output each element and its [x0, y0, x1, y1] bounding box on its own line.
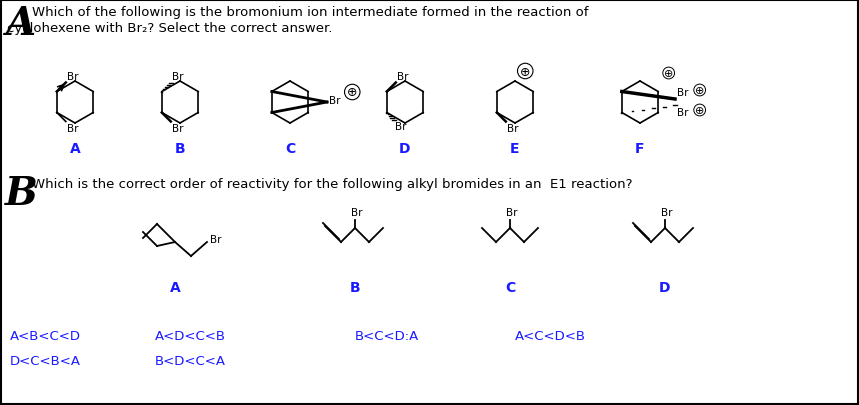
Text: ⊕: ⊕ — [695, 106, 704, 116]
Text: E: E — [510, 142, 520, 156]
Text: Which of the following is the bromonium ion intermediate formed in the reaction : Which of the following is the bromonium … — [32, 6, 588, 19]
Text: Which is the correct order of reactivity for the following alkyl bromides in an : Which is the correct order of reactivity… — [32, 177, 632, 190]
Text: cyclohexene with Br₂? Select the correct answer.: cyclohexene with Br₂? Select the correct… — [7, 22, 332, 35]
Text: C: C — [505, 280, 515, 294]
Text: A: A — [70, 142, 81, 156]
Text: Br: Br — [395, 121, 406, 131]
Text: A<B<C<D: A<B<C<D — [10, 329, 81, 342]
Text: Br: Br — [210, 234, 222, 244]
Text: D: D — [659, 280, 671, 294]
Text: B: B — [350, 280, 360, 294]
Text: B<D<C<A: B<D<C<A — [155, 354, 226, 367]
Text: Br: Br — [677, 108, 689, 118]
Text: ⊕: ⊕ — [520, 65, 531, 78]
Text: Br: Br — [397, 72, 408, 82]
Text: Br: Br — [507, 123, 518, 133]
Text: Br: Br — [506, 207, 517, 217]
Text: A: A — [169, 280, 180, 294]
Text: Br: Br — [172, 72, 183, 82]
Text: C: C — [285, 142, 295, 156]
Text: A<C<D<B: A<C<D<B — [515, 329, 586, 342]
Text: Br: Br — [329, 96, 340, 106]
Text: Br: Br — [351, 207, 362, 217]
Text: B: B — [174, 142, 186, 156]
Text: Br: Br — [172, 123, 183, 133]
Text: D<C<B<A: D<C<B<A — [10, 354, 81, 367]
Text: B: B — [5, 175, 38, 213]
Text: ⊕: ⊕ — [347, 86, 357, 99]
Text: D: D — [399, 142, 411, 156]
Text: Br: Br — [67, 71, 78, 81]
Text: ⊕: ⊕ — [664, 69, 673, 79]
Text: A<D<C<B: A<D<C<B — [155, 329, 226, 342]
Text: Br: Br — [677, 88, 689, 98]
Text: ⊕: ⊕ — [695, 86, 704, 96]
Text: Br: Br — [661, 207, 673, 217]
Text: F: F — [636, 142, 645, 156]
Text: Br: Br — [67, 123, 78, 133]
Text: A: A — [5, 5, 35, 43]
Text: B<C<D:A: B<C<D:A — [355, 329, 419, 342]
